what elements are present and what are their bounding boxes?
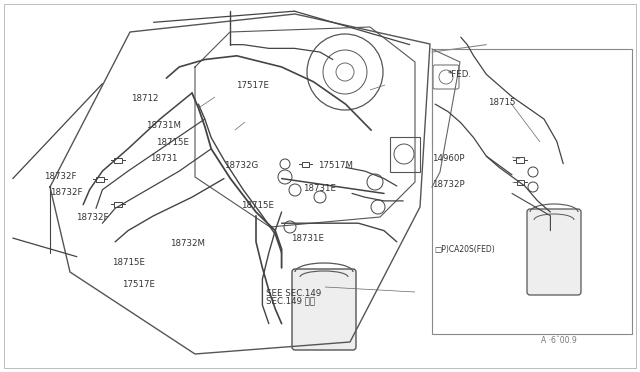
Text: 14960P: 14960P	[432, 154, 465, 163]
FancyBboxPatch shape	[527, 209, 581, 295]
Text: 17517E: 17517E	[236, 81, 269, 90]
Text: 18732G: 18732G	[224, 161, 259, 170]
Text: 18731E: 18731E	[291, 234, 324, 243]
Bar	[114, 202, 122, 206]
Text: 18732F: 18732F	[44, 172, 76, 181]
Text: 18715E: 18715E	[112, 258, 145, 267]
Text: 18731E: 18731E	[303, 184, 336, 193]
Text: 18715E: 18715E	[241, 201, 274, 210]
FancyBboxPatch shape	[292, 269, 356, 350]
Bar	[516, 157, 524, 163]
Text: SEE SEC.149: SEE SEC.149	[266, 289, 321, 298]
Text: 18731: 18731	[150, 154, 178, 163]
Bar	[301, 161, 308, 167]
Bar	[432, 49, 632, 334]
Text: 18715E: 18715E	[156, 138, 189, 147]
Text: 18732F: 18732F	[50, 188, 83, 197]
Text: SEC.149 参照: SEC.149 参照	[266, 297, 315, 306]
Text: 18732F: 18732F	[76, 213, 108, 222]
Bar	[114, 157, 122, 163]
Text: 18732P: 18732P	[432, 180, 465, 189]
Text: A ·6ˆ00.9: A ·6ˆ00.9	[541, 336, 577, 345]
Bar	[390, 137, 420, 172]
Text: 18715: 18715	[488, 98, 515, 107]
Text: 18731M: 18731M	[146, 121, 181, 130]
Bar	[96, 176, 104, 182]
Bar	[516, 180, 524, 185]
Text: *FED.: *FED.	[448, 70, 472, 79]
Text: 18712: 18712	[131, 94, 159, 103]
Text: 17517E: 17517E	[122, 280, 155, 289]
Text: 17517M: 17517M	[318, 161, 353, 170]
Text: 18732M: 18732M	[170, 239, 205, 248]
Text: □P)CA20S(FED): □P)CA20S(FED)	[434, 245, 495, 254]
